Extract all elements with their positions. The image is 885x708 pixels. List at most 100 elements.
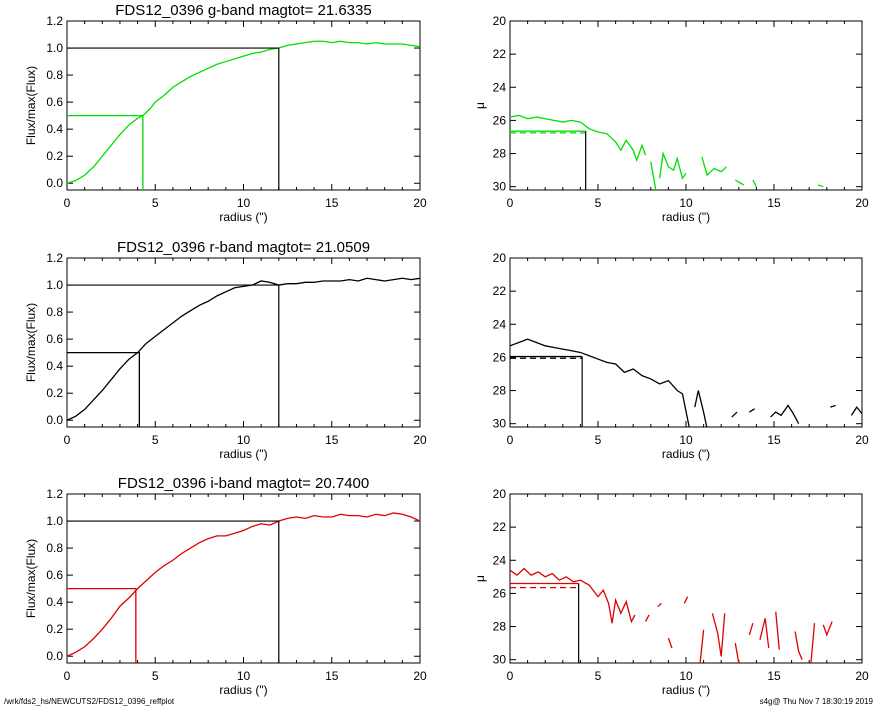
total-flux-marker	[67, 47, 280, 190]
plot-frame	[509, 20, 863, 191]
x-tick-label: 5	[595, 669, 602, 683]
y-axis-label: μ	[473, 102, 487, 109]
plot-frame	[66, 493, 421, 664]
x-tick-label: 20	[855, 669, 869, 683]
x-tick-label: 5	[152, 433, 159, 447]
y-tick-label: 0.8	[46, 305, 63, 319]
y-tick-label: 20	[493, 14, 507, 28]
mu-profile-segment	[650, 161, 657, 190]
y-tick-label: 20	[493, 251, 507, 265]
y-tick-label: 30	[493, 180, 507, 194]
mu-profile-segment	[683, 596, 689, 604]
y-tick-label: 22	[493, 284, 507, 298]
x-tick-label: 0	[64, 433, 71, 447]
y-tick-label: 26	[493, 350, 507, 364]
y-tick-label: 0.2	[46, 149, 63, 163]
mu-profile-segment	[644, 614, 650, 622]
x-tick-label: 15	[325, 433, 339, 447]
x-tick-label: 15	[767, 669, 781, 683]
growth-curve-line	[67, 512, 420, 657]
y-tick-label: 24	[493, 317, 507, 331]
x-tick-label: 10	[237, 669, 251, 683]
total-flux-marker	[67, 284, 280, 427]
y-tick-label: 28	[493, 384, 507, 398]
y-tick-label: 26	[493, 586, 507, 600]
y-tick-label: 1.2	[46, 14, 63, 28]
mu-profile-segment	[817, 184, 824, 188]
y-tick-label: 30	[493, 653, 507, 667]
x-tick-label: 20	[855, 433, 869, 447]
x-tick-label: 20	[413, 669, 427, 683]
x-tick-label: 15	[767, 433, 781, 447]
y-tick-label: 0.4	[46, 595, 63, 609]
mu-profile-segment	[830, 404, 836, 408]
panel-g-growth-curve: 0 5 10 15 20 0.0 0.2 0.4 0.6 0.8 1.0 1.2 radius (") F…	[24, 2, 427, 224]
x-tick-label: 15	[767, 196, 781, 210]
y-tick-label: 30	[493, 417, 507, 431]
x-tick-label: 0	[64, 669, 71, 683]
total-flux-marker	[67, 520, 280, 663]
mu-profile-segment	[822, 621, 833, 637]
chart-title: FDS12_0396 g-band magtot= 21.6335	[115, 2, 371, 19]
mu-profile-segment	[510, 567, 636, 624]
x-tick-label: 15	[325, 196, 339, 210]
x-tick-label: 10	[679, 196, 693, 210]
y-tick-label: 1.2	[46, 487, 63, 501]
x-tick-label: 0	[64, 196, 71, 210]
mu-profile-segment	[711, 613, 726, 657]
mu-profile-segment	[749, 408, 755, 413]
plot-frame	[66, 20, 421, 191]
y-tick-label: 24	[493, 80, 507, 94]
y-axis-label: Flux/max(Flux)	[24, 303, 38, 382]
y-tick-label: 24	[493, 553, 507, 567]
mu-profile-segment	[734, 643, 740, 663]
plot-area	[67, 512, 420, 663]
x-tick-label: 10	[237, 196, 251, 210]
x-tick-label: 0	[507, 669, 514, 683]
footer-timestamp: s4g@ Thu Nov 7 18:30:19 2019	[759, 697, 873, 706]
y-axis-label: Flux/max(Flux)	[24, 66, 38, 145]
y-tick-label: 0.2	[46, 386, 63, 400]
x-axis-label: radius (")	[662, 210, 710, 224]
y-axis-label: Flux/max(Flux)	[24, 539, 38, 618]
x-axis-label: radius (")	[219, 447, 267, 461]
plot-frame	[509, 257, 863, 428]
plot-area	[510, 567, 833, 663]
plot-frame	[66, 257, 421, 428]
growth-curve-line	[67, 40, 420, 184]
y-tick-label: 0.2	[46, 622, 63, 636]
mu-profile-segment	[810, 623, 816, 663]
panel-r-surface-brightness: 0 5 10 15 20 20 22 24 26 28 30 radius (")	[493, 251, 869, 461]
x-tick-label: 15	[325, 669, 339, 683]
x-axis-label: radius (")	[219, 683, 267, 697]
plot-area	[67, 277, 420, 427]
footer-file-path: /wrk/fds2_hs/NEWCUTS2/FDS12_0396_reffplo…	[4, 697, 175, 706]
mu-profile-segment	[850, 406, 862, 416]
mu-profile-segment	[694, 390, 708, 427]
x-tick-label: 5	[595, 196, 602, 210]
y-tick-label: 1.0	[46, 278, 63, 292]
y-tick-label: 22	[493, 520, 507, 534]
plot-area	[67, 40, 420, 190]
plot-area	[510, 338, 862, 427]
panel-i-growth-curve: 0 5 10 15 20 0.0 0.2 0.4 0.6 0.8 1.0 1.2 radius (") F…	[24, 475, 427, 697]
x-tick-label: 5	[152, 669, 159, 683]
y-tick-label: 0.0	[46, 176, 63, 190]
mu-profile-segment	[748, 623, 754, 636]
x-tick-label: 5	[152, 196, 159, 210]
half-light-marker	[67, 351, 141, 427]
mu-profile-segment	[759, 618, 770, 649]
y-tick-label: 0.6	[46, 568, 63, 582]
mu-profile-segment	[667, 637, 673, 649]
y-tick-label: 20	[493, 487, 507, 501]
y-tick-label: 0.8	[46, 541, 63, 555]
growth-curve-line	[67, 277, 420, 421]
mu-profile-segment	[775, 611, 780, 650]
mu-profile-segment	[770, 404, 800, 424]
x-axis-label: radius (")	[662, 683, 710, 697]
y-axis-label: μ	[473, 575, 487, 582]
half-light-marker	[67, 114, 144, 190]
x-tick-label: 10	[237, 433, 251, 447]
mu-profile-segment	[657, 602, 662, 608]
